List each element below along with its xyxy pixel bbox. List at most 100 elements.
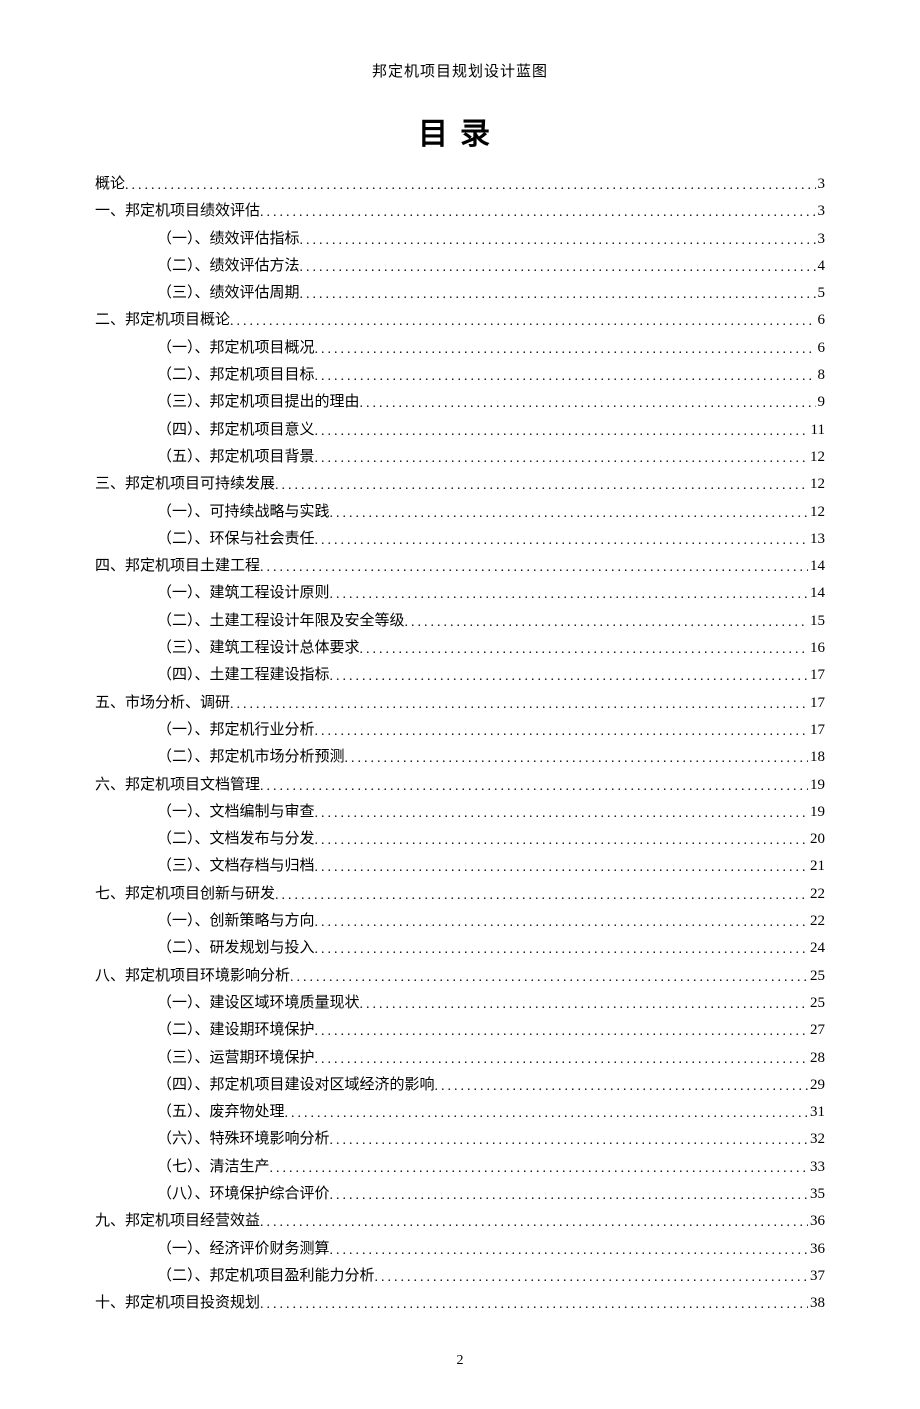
toc-entry[interactable]: （五）、废弃物处理31 xyxy=(95,1099,825,1126)
toc-entry[interactable]: （一）、创新策略与方向22 xyxy=(95,908,825,935)
toc-entry[interactable]: （二）、邦定机项目盈利能力分析37 xyxy=(95,1263,825,1290)
toc-entry[interactable]: 二、邦定机项目概论6 xyxy=(95,307,825,334)
toc-entry-label: （三）、绩效评估周期 xyxy=(157,280,300,307)
toc-entry[interactable]: （三）、文档存档与归档21 xyxy=(95,853,825,880)
toc-entry[interactable]: 七、邦定机项目创新与研发22 xyxy=(95,881,825,908)
toc-entry-label: （一）、可持续战略与实践 xyxy=(157,499,330,526)
toc-entry-page: 16 xyxy=(808,635,825,662)
toc-dots xyxy=(315,419,809,444)
toc-entry[interactable]: （一）、经济评价财务测算36 xyxy=(95,1236,825,1263)
toc-entry[interactable]: 六、邦定机项目文档管理19 xyxy=(95,772,825,799)
toc-entry-label: （一）、经济评价财务测算 xyxy=(157,1236,330,1263)
toc-dots xyxy=(315,910,808,935)
toc-entry[interactable]: （二）、土建工程设计年限及安全等级 15 xyxy=(95,608,825,635)
toc-entry-label: 三、邦定机项目可持续发展 xyxy=(95,471,275,498)
page-number: 2 xyxy=(95,1353,825,1369)
toc-dots xyxy=(260,555,808,580)
toc-entry[interactable]: （二）、环保与社会责任13 xyxy=(95,526,825,553)
toc-entry[interactable]: （二）、研发规划与投入 24 xyxy=(95,935,825,962)
toc-entry-label: （二）、邦定机市场分析预测 xyxy=(157,744,345,771)
toc-entry[interactable]: （七）、清洁生产33 xyxy=(95,1154,825,1181)
toc-entry-label: （七）、清洁生产 xyxy=(157,1154,270,1181)
toc-entry-page: 21 xyxy=(808,853,825,880)
toc-entry-page: 12 xyxy=(808,444,825,471)
toc-entry-label: （一）、创新策略与方向 xyxy=(157,908,315,935)
toc-dots xyxy=(125,173,815,198)
toc-entry-page: 38 xyxy=(808,1290,825,1317)
toc-entry[interactable]: 五、市场分析、调研 17 xyxy=(95,690,825,717)
toc-dots xyxy=(315,337,816,362)
toc-dots xyxy=(275,473,808,498)
toc-entry-label: 四、邦定机项目土建工程 xyxy=(95,553,260,580)
toc-dots xyxy=(285,1101,808,1126)
toc-entry[interactable]: （四）、土建工程建设指标17 xyxy=(95,662,825,689)
toc-entry-label: （八）、环境保护综合评价 xyxy=(157,1181,330,1208)
toc-dots xyxy=(300,255,816,280)
toc-entry[interactable]: （五）、邦定机项目背景 12 xyxy=(95,444,825,471)
toc-entry-page: 24 xyxy=(808,935,825,962)
toc-dots xyxy=(330,582,808,607)
toc-dots xyxy=(330,1128,808,1153)
toc-entry[interactable]: 四、邦定机项目土建工程 14 xyxy=(95,553,825,580)
toc-dots xyxy=(270,1156,808,1181)
toc-dots xyxy=(435,1074,808,1099)
toc-dots xyxy=(300,228,816,253)
toc-entry[interactable]: 概论 3 xyxy=(95,171,825,198)
toc-entry-page: 15 xyxy=(808,608,825,635)
toc-entry[interactable]: （一）、文档编制与审查19 xyxy=(95,799,825,826)
toc-entry-page: 17 xyxy=(808,690,825,717)
toc-entry[interactable]: （三）、绩效评估周期 5 xyxy=(95,280,825,307)
toc-dots xyxy=(290,965,808,990)
toc-entry[interactable]: （三）、运营期环境保护28 xyxy=(95,1045,825,1072)
toc-entry-label: （二）、土建工程设计年限及安全等级 xyxy=(157,608,405,635)
toc-entry[interactable]: 一、邦定机项目绩效评估3 xyxy=(95,198,825,225)
toc-entry-page: 3 xyxy=(816,171,826,198)
toc-entry-page: 17 xyxy=(808,662,825,689)
toc-entry-label: （二）、研发规划与投入 xyxy=(157,935,315,962)
toc-entry-page: 13 xyxy=(808,526,825,553)
toc-dots xyxy=(360,391,816,416)
toc-entry[interactable]: 九、邦定机项目经营效益36 xyxy=(95,1208,825,1235)
toc-entry[interactable]: （二）、邦定机市场分析预测18 xyxy=(95,744,825,771)
toc-entry[interactable]: 三、邦定机项目可持续发展12 xyxy=(95,471,825,498)
toc-entry-label: 一、邦定机项目绩效评估 xyxy=(95,198,260,225)
toc-entry-page: 6 xyxy=(816,335,826,362)
toc-entry-page: 12 xyxy=(808,499,825,526)
toc-entry[interactable]: （二）、建设期环境保护27 xyxy=(95,1017,825,1044)
toc-entry[interactable]: （八）、环境保护综合评价35 xyxy=(95,1181,825,1208)
toc-entry-label: 概论 xyxy=(95,171,125,198)
toc-entry[interactable]: （四）、邦定机项目意义11 xyxy=(95,417,825,444)
toc-entry-page: 9 xyxy=(816,389,826,416)
toc-entry-page: 14 xyxy=(808,553,825,580)
toc-entry[interactable]: （三）、邦定机项目提出的理由9 xyxy=(95,389,825,416)
toc-dots xyxy=(315,1019,808,1044)
toc-entry[interactable]: （一）、可持续战略与实践 12 xyxy=(95,499,825,526)
toc-dots xyxy=(345,746,808,771)
toc-entry[interactable]: （一）、建筑工程设计原则14 xyxy=(95,580,825,607)
toc-entry-label: （五）、邦定机项目背景 xyxy=(157,444,315,471)
toc-entry[interactable]: （三）、建筑工程设计总体要求16 xyxy=(95,635,825,662)
toc-entry[interactable]: （一）、建设区域环境质量现状25 xyxy=(95,990,825,1017)
toc-entry-label: 五、市场分析、调研 xyxy=(95,690,230,717)
toc-dots xyxy=(300,282,816,307)
toc-dots xyxy=(230,692,808,717)
toc-entry[interactable]: （一）、邦定机项目概况6 xyxy=(95,335,825,362)
toc-dots xyxy=(315,1047,808,1072)
toc-entry-page: 22 xyxy=(808,881,825,908)
toc-entry[interactable]: （二）、文档发布与分发20 xyxy=(95,826,825,853)
toc-entry[interactable]: 十、邦定机项目投资规划38 xyxy=(95,1290,825,1317)
toc-entry[interactable]: 八、邦定机项目环境影响分析25 xyxy=(95,963,825,990)
toc-entry[interactable]: （一）、邦定机行业分析17 xyxy=(95,717,825,744)
toc-dots xyxy=(360,637,808,662)
toc-entry-label: （二）、绩效评估方法 xyxy=(157,253,300,280)
toc-entry[interactable]: （二）、绩效评估方法4 xyxy=(95,253,825,280)
toc-entry[interactable]: （二）、邦定机项目目标8 xyxy=(95,362,825,389)
toc-entry-page: 11 xyxy=(809,417,825,444)
toc-entry[interactable]: （六）、特殊环境影响分析32 xyxy=(95,1126,825,1153)
toc-container: 概论3一、邦定机项目绩效评估3（一）、绩效评估指标3（二）、绩效评估方法4（三）… xyxy=(95,171,825,1317)
toc-entry-page: 5 xyxy=(816,280,826,307)
toc-entry[interactable]: （一）、绩效评估指标3 xyxy=(95,226,825,253)
toc-dots xyxy=(360,992,808,1017)
toc-entry-label: 九、邦定机项目经营效益 xyxy=(95,1208,260,1235)
toc-entry[interactable]: （四）、邦定机项目建设对区域经济的影响29 xyxy=(95,1072,825,1099)
